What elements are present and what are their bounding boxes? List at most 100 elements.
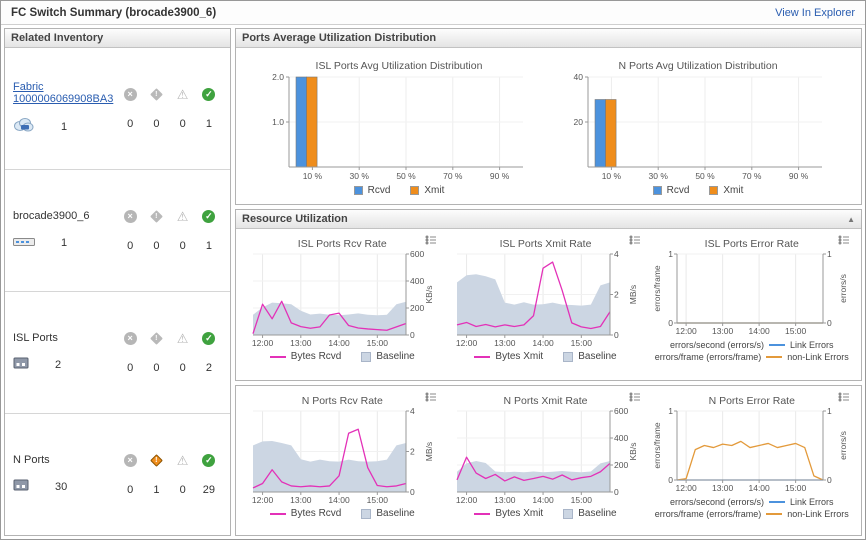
isl-rcv-rate-chart: ISL Ports Rcv Rate 0 200 400 600 12:00 13:00 1… (245, 234, 439, 362)
svg-text:KB/s: KB/s (424, 286, 434, 304)
status-count: 0 (127, 118, 134, 130)
resource-utilization-panel: Resource Utilization ISL Ports Rcv Rate … (235, 209, 862, 381)
attention-status-icon (149, 209, 164, 224)
svg-text:200: 200 (410, 303, 424, 313)
svg-text:12:00: 12:00 (252, 495, 274, 505)
svg-text:0: 0 (614, 330, 619, 340)
view-in-explorer-link[interactable]: View In Explorer (775, 6, 855, 19)
legend-axis-label: errors/frame (errors/frame) (654, 509, 762, 519)
baseline-swatch (563, 508, 574, 519)
svg-text:4: 4 (614, 249, 619, 259)
link-errors-swatch (769, 501, 785, 503)
n-rcv-rate-plot: 0 2 4 12:00 13:00 14:00 15:00 MB/s (252, 406, 434, 505)
isl-rcv-rate-plot: 0 200 400 600 12:00 13:00 14:00 15:00 KB/s (252, 249, 434, 348)
n-xmit-rate-plot: 0 200 400 600 12:00 13:00 14:00 15:00 KB/s (455, 406, 638, 505)
chart-settings-icon[interactable] (838, 235, 850, 245)
legend-label: Bytes Xmit (495, 351, 544, 362)
legend-label: Link Errors (790, 497, 834, 507)
status-count: 29 (202, 484, 215, 496)
attention-status-icon (149, 453, 164, 468)
svg-text:errors/s: errors/s (838, 274, 848, 303)
svg-text:0: 0 (827, 318, 832, 328)
status-count: 0 (127, 362, 134, 374)
healthy-status-icon (201, 331, 216, 346)
svg-text:1: 1 (827, 249, 832, 259)
inventory-row-isl-ports: ISL Ports 2 0 0 0 2 (5, 292, 230, 414)
n-xmit-rate-chart: N Ports Xmit Rate 0 200 400 600 12:00 13:00 14… (449, 391, 643, 519)
legend-label: Baseline (376, 508, 415, 519)
legend-label: Baseline (376, 351, 415, 362)
svg-text:600: 600 (410, 249, 424, 259)
baseline-swatch (361, 351, 372, 362)
chart-settings-icon[interactable] (425, 392, 437, 402)
n-error-rate-plot: 0 0 1 1 12:00 13:00 14:00 15:00 errors/frame erro… (652, 406, 848, 493)
svg-text:12:00: 12:00 (675, 326, 697, 336)
svg-text:13:00: 13:00 (712, 326, 734, 336)
n-rcv-rate-chart: N Ports Rcv Rate 0 2 4 12:00 13:00 14:00 15:00… (245, 391, 439, 519)
svg-text:10 %: 10 % (303, 171, 323, 181)
error-status-icon (123, 331, 138, 346)
svg-text:13:00: 13:00 (290, 495, 312, 505)
svg-text:0: 0 (614, 487, 619, 497)
chart-title: ISL Ports Xmit Rate (499, 238, 592, 250)
chart-title: N Ports Xmit Rate (503, 395, 588, 407)
svg-text:15:00: 15:00 (785, 483, 807, 493)
svg-text:14:00: 14:00 (532, 338, 554, 348)
isl-xmit-rate-plot: 0 2 4 12:00 13:00 14:00 15:00 MB/s (455, 249, 637, 348)
status-count: 0 (179, 484, 186, 496)
svg-text:200: 200 (614, 460, 628, 470)
status-count: 1 (205, 118, 212, 130)
svg-text:0: 0 (410, 330, 415, 340)
page-title: FC Switch Summary (brocade3900_6) (11, 6, 217, 19)
svg-text:13:00: 13:00 (290, 338, 312, 348)
isl-ports-count: 2 (55, 358, 62, 371)
chart-legend: errors/second (errors/s) Link Errors err… (655, 339, 849, 363)
svg-text:0: 0 (410, 487, 415, 497)
nonlink-errors-swatch (766, 513, 783, 515)
error-status-icon (123, 453, 138, 468)
warning-status-icon (175, 209, 190, 224)
svg-text:40: 40 (574, 72, 584, 82)
fabric-link[interactable]: Fabric 1000006069908BA3 (13, 80, 114, 105)
chart-legend: Bytes Rcvd Baseline (269, 508, 415, 519)
svg-text:12:00: 12:00 (455, 495, 477, 505)
svg-text:0: 0 (668, 475, 673, 485)
healthy-status-icon (201, 453, 216, 468)
chart-legend: Rcvd Xmit (353, 185, 444, 196)
healthy-status-icon (201, 87, 216, 102)
svg-text:errors/frame: errors/frame (652, 265, 662, 312)
n-ports-charts-panel: N Ports Rcv Rate 0 2 4 12:00 13:00 14:00 15:00… (235, 385, 862, 536)
legend-label: non-Link Errors (787, 509, 849, 519)
resource-utilization-header: Resource Utilization (236, 210, 861, 229)
collapse-icon[interactable] (847, 213, 855, 225)
isl-error-rate-chart: ISL Ports Error Rate 0 0 1 1 12:00 13:00 14:00… (652, 234, 852, 363)
chart-settings-icon[interactable] (838, 392, 850, 402)
port-icon (13, 356, 29, 374)
svg-text:400: 400 (410, 276, 424, 286)
attention-status-icon (149, 331, 164, 346)
svg-text:MB/s: MB/s (424, 442, 434, 461)
chart-title: N Ports Rcv Rate (301, 395, 383, 407)
n-avg-util-plot: 20 40 10 % 30 % 50 % 70 % 90 % (574, 72, 822, 181)
chart-settings-icon[interactable] (425, 235, 437, 245)
status-count: 0 (153, 118, 160, 130)
bytes-line-swatch (474, 512, 491, 515)
svg-text:2: 2 (614, 290, 619, 300)
xmit-swatch (410, 186, 420, 195)
svg-text:1.0: 1.0 (272, 117, 284, 127)
chart-settings-icon[interactable] (629, 235, 641, 245)
rcvd-swatch (652, 186, 662, 195)
svg-text:KB/s: KB/s (628, 443, 638, 461)
bytes-line-swatch (474, 355, 491, 358)
legend-label: Baseline (578, 351, 617, 362)
rcvd-swatch (353, 186, 363, 195)
inventory-row-fabric: Fabric 1000006069908BA3 1 0 0 0 (5, 48, 230, 170)
chart-title: N Ports Error Rate (708, 395, 795, 407)
chart-settings-icon[interactable] (629, 392, 641, 402)
legend-label: non-Link Errors (787, 352, 849, 362)
status-count: 0 (153, 240, 160, 252)
legend-label: Rcvd (367, 185, 391, 196)
svg-text:13:00: 13:00 (712, 483, 734, 493)
baseline-swatch (361, 508, 372, 519)
status-count: 0 (179, 240, 186, 252)
